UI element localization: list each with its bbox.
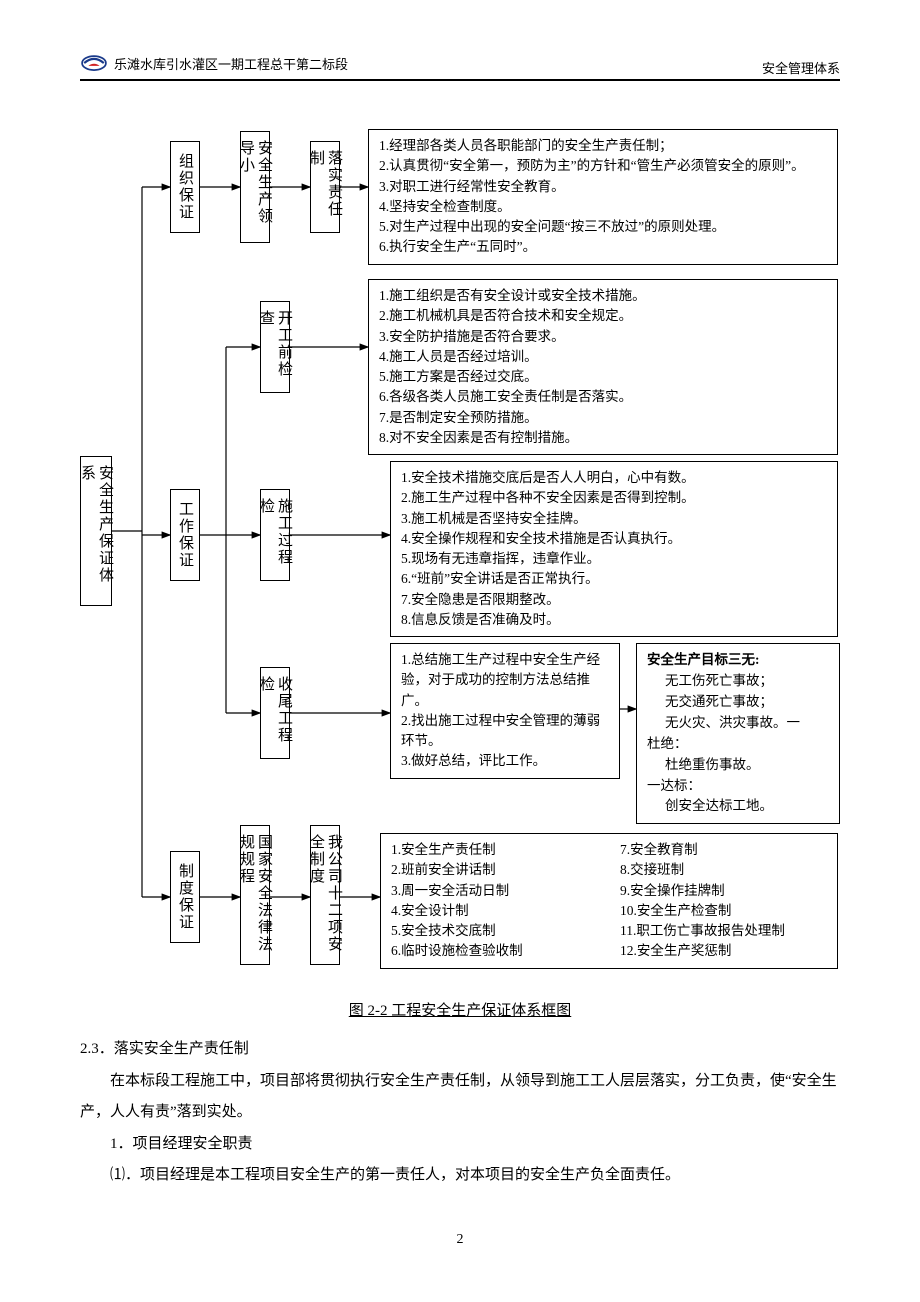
list-item-1-1: ⑴．项目经理是本工程项目安全生产的第一责任人，对本项目的安全生产负全面责任。	[80, 1160, 840, 1192]
section-heading: 2.3．落实安全生产责任制	[80, 1034, 840, 1066]
detail-box-1: 1.经理部各类人员各职能部门的安全生产责任制；2.认真贯彻“安全第一，预防为主”…	[368, 129, 838, 265]
safety-system-flowchart: 安全生产保证体系 组织保证 安全生产领导小 落实责任制 工作保证 开工前检查 施…	[80, 111, 840, 981]
page-header: 乐滩水库引水灌区一期工程总干第二标段 安全管理体系	[80, 50, 840, 81]
list-item-1: 1．项目经理安全职责	[80, 1129, 840, 1161]
node-process-check: 施工过程检	[260, 489, 290, 581]
node-system-guarantee: 制度保证	[170, 851, 200, 943]
detail-box-4: 1.总结施工生产过程中安全生产经验，对于成功的控制方法总结推广。2.找出施工过程…	[390, 643, 620, 779]
safety-goal-box: 安全生产目标三无:无工伤死亡事故；无交通死亡事故；无火灾、洪灾事故。一杜绝：杜绝…	[636, 643, 840, 824]
node-company-rules: 我公司十二项安全制度	[310, 825, 340, 965]
header-right-text: 安全管理体系	[762, 58, 840, 77]
figure-caption: 图 2-2 工程安全生产保证体系框图	[80, 999, 840, 1020]
detail-box-2: 1.施工组织是否有安全设计或安全技术措施。2.施工机械机具是否符合技术和安全规定…	[368, 279, 838, 455]
node-national-law: 国家安全法律法规规程	[240, 825, 270, 965]
node-org-guarantee: 组织保证	[170, 141, 200, 233]
logo-icon	[80, 50, 108, 77]
detail-box-5: 1.安全生产责任制2.班前安全讲话制3.周一安全活动日制4.安全设计制5.安全技…	[380, 833, 838, 969]
node-prework-check: 开工前检查	[260, 301, 290, 393]
node-work-guarantee: 工作保证	[170, 489, 200, 581]
body-text: 2.3．落实安全生产责任制 在本标段工程施工中，项目部将贯彻执行安全生产责任制，…	[80, 1034, 840, 1192]
detail-box-3: 1.安全技术措施交底后是否人人明白，心中有数。2.施工生产过程中各种不安全因素是…	[390, 461, 838, 637]
node-closing-check: 收尾工程检	[260, 667, 290, 759]
paragraph-1: 在本标段工程施工中，项目部将贯彻执行安全生产责任制，从领导到施工工人层层落实，分…	[80, 1066, 840, 1129]
node-root: 安全生产保证体系	[80, 456, 112, 606]
header-left-text: 乐滩水库引水灌区一期工程总干第二标段	[114, 54, 348, 73]
node-safety-group: 安全生产领导小	[240, 131, 270, 243]
node-responsibility: 落实责任制	[310, 141, 340, 233]
page-number: 2	[80, 1232, 840, 1248]
